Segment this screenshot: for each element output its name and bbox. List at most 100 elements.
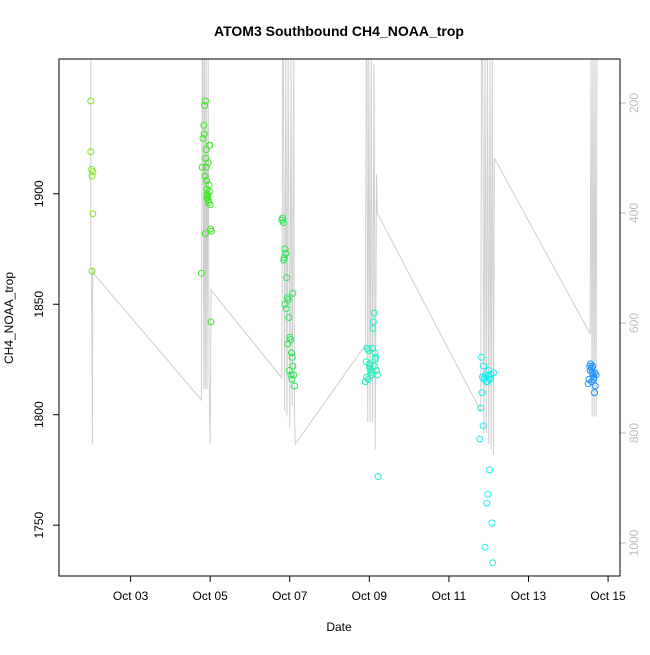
- data-point: [281, 300, 289, 308]
- data-point: [87, 97, 95, 105]
- secondary-tick-label: 200: [627, 93, 641, 113]
- x-tick-label: Oct 13: [511, 589, 547, 603]
- data-point: [285, 367, 293, 374]
- data-point: [290, 371, 298, 379]
- data-point: [369, 318, 377, 326]
- data-point: [591, 382, 599, 390]
- data-point: [287, 349, 295, 357]
- data-point: [478, 353, 485, 361]
- data-point: [479, 422, 487, 430]
- x-tick-label: Oct 07: [272, 589, 308, 603]
- data-point: [478, 389, 486, 397]
- data-point: [587, 360, 595, 368]
- data-point: [288, 375, 296, 383]
- data-point: [89, 210, 97, 218]
- data-point: [365, 347, 372, 355]
- data-point: [205, 199, 213, 207]
- data-point: [206, 201, 214, 209]
- x-tick-label: Oct 11: [432, 589, 467, 603]
- data-point: [364, 375, 372, 383]
- x-tick-label: Oct 05: [193, 589, 229, 603]
- data-point: [288, 353, 296, 361]
- data-point: [371, 362, 378, 370]
- data-point: [88, 172, 96, 180]
- data-point: [201, 230, 209, 237]
- data-point: [488, 519, 496, 527]
- data-point: [289, 289, 297, 297]
- data-point: [199, 135, 207, 142]
- secondary-tick-label: 600: [627, 313, 641, 333]
- data-point: [589, 362, 596, 370]
- data-point: [203, 194, 211, 202]
- data-point: [201, 101, 209, 109]
- data-point: [88, 267, 96, 275]
- x-tick-label: Oct 15: [590, 589, 626, 603]
- x-axis-label: Date: [326, 620, 352, 634]
- data-point: [207, 227, 215, 235]
- data-point: [279, 214, 287, 222]
- data-point: [489, 559, 497, 567]
- data-point: [373, 371, 381, 379]
- data-point: [204, 159, 212, 167]
- data-point: [476, 435, 484, 443]
- data-point: [200, 130, 208, 138]
- data-point: [284, 340, 292, 348]
- secondary-series-layer: [90, 58, 598, 456]
- data-point: [207, 318, 215, 326]
- data-point: [205, 181, 213, 189]
- data-point: [279, 219, 287, 226]
- data-point: [206, 141, 214, 149]
- data-point: [198, 163, 206, 171]
- y-tick-label: 1900: [32, 180, 46, 207]
- data-point: [590, 375, 598, 383]
- data-point: [291, 382, 298, 390]
- data-point: [483, 499, 491, 507]
- data-point: [287, 371, 295, 379]
- data-point: [281, 245, 289, 253]
- data-point: [480, 362, 487, 370]
- data-point: [202, 163, 210, 171]
- data-point: [205, 188, 213, 196]
- chart-title: ATOM3 Southbound CH4_NOAA_trop: [214, 23, 464, 39]
- data-point: [371, 356, 379, 363]
- plot-frame: [58, 58, 621, 577]
- data-point: [285, 314, 293, 321]
- data-point: [374, 473, 382, 481]
- data-point: [370, 309, 378, 317]
- y-tick-label: 1800: [32, 401, 46, 428]
- data-point: [282, 249, 290, 257]
- data-point: [486, 466, 493, 474]
- data-point: [201, 172, 209, 180]
- data-point: [591, 369, 599, 377]
- data-point: [477, 404, 485, 412]
- data-point: [587, 378, 595, 386]
- data-point: [289, 362, 297, 370]
- data-point: [486, 373, 494, 381]
- secondary-tick-label: 400: [627, 203, 641, 223]
- data-point: [201, 97, 209, 105]
- y-tick-label: 1850: [32, 291, 46, 318]
- data-point: [371, 349, 379, 357]
- data-point: [280, 256, 288, 264]
- data-point: [282, 305, 290, 313]
- y-axis-label: CH4_NOAA_trop: [2, 272, 16, 364]
- data-point: [87, 148, 95, 156]
- data-point: [283, 274, 291, 282]
- x-tick-label: Oct 09: [352, 589, 388, 603]
- data-point: [197, 269, 205, 277]
- points-layer: [87, 97, 600, 567]
- y-tick-label: 1750: [32, 512, 46, 539]
- data-point: [591, 389, 598, 397]
- axes-layer: Oct 03 Oct 05 Oct 07 Oct 09 Oct 11 Oct 13 Oct …: [32, 93, 641, 603]
- data-point: [367, 369, 375, 377]
- data-point: [481, 543, 489, 551]
- data-point: [89, 168, 97, 176]
- secondary-tick-label: 800: [627, 423, 641, 443]
- data-point: [203, 185, 211, 193]
- data-point: [484, 490, 492, 498]
- data-point: [369, 325, 377, 332]
- secondary-tick-label: 1000: [627, 529, 641, 556]
- data-point: [200, 121, 208, 129]
- x-tick-label: Oct 03: [113, 589, 149, 603]
